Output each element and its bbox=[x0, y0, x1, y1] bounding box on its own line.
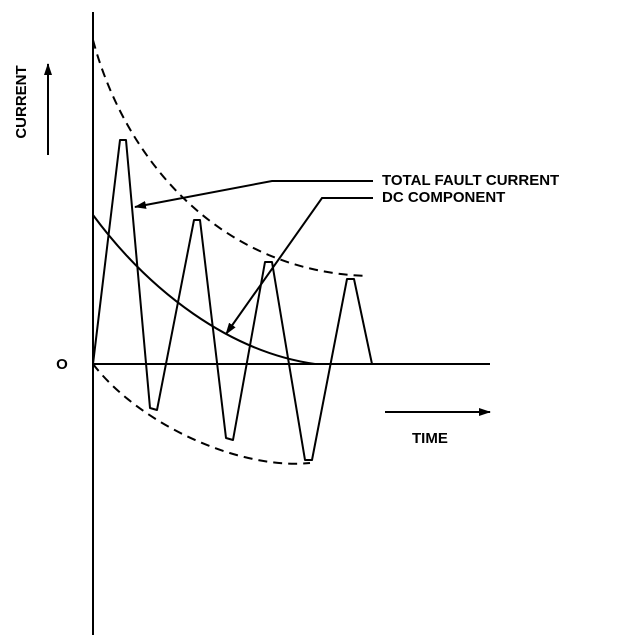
upper-envelope bbox=[92, 39, 369, 277]
fault-current-wave bbox=[92, 139, 373, 461]
total-leader bbox=[134, 180, 373, 209]
lower-envelope bbox=[92, 363, 311, 465]
dc-leader bbox=[225, 197, 373, 335]
origin-label: O bbox=[56, 356, 68, 373]
x-axis-label: TIME bbox=[412, 430, 448, 447]
y-axis-label: CURRENT bbox=[13, 65, 30, 138]
dc-component-curve bbox=[92, 214, 316, 365]
total-label: TOTAL FAULT CURRENT bbox=[382, 172, 559, 189]
dc-label: DC COMPONENT bbox=[382, 189, 505, 206]
